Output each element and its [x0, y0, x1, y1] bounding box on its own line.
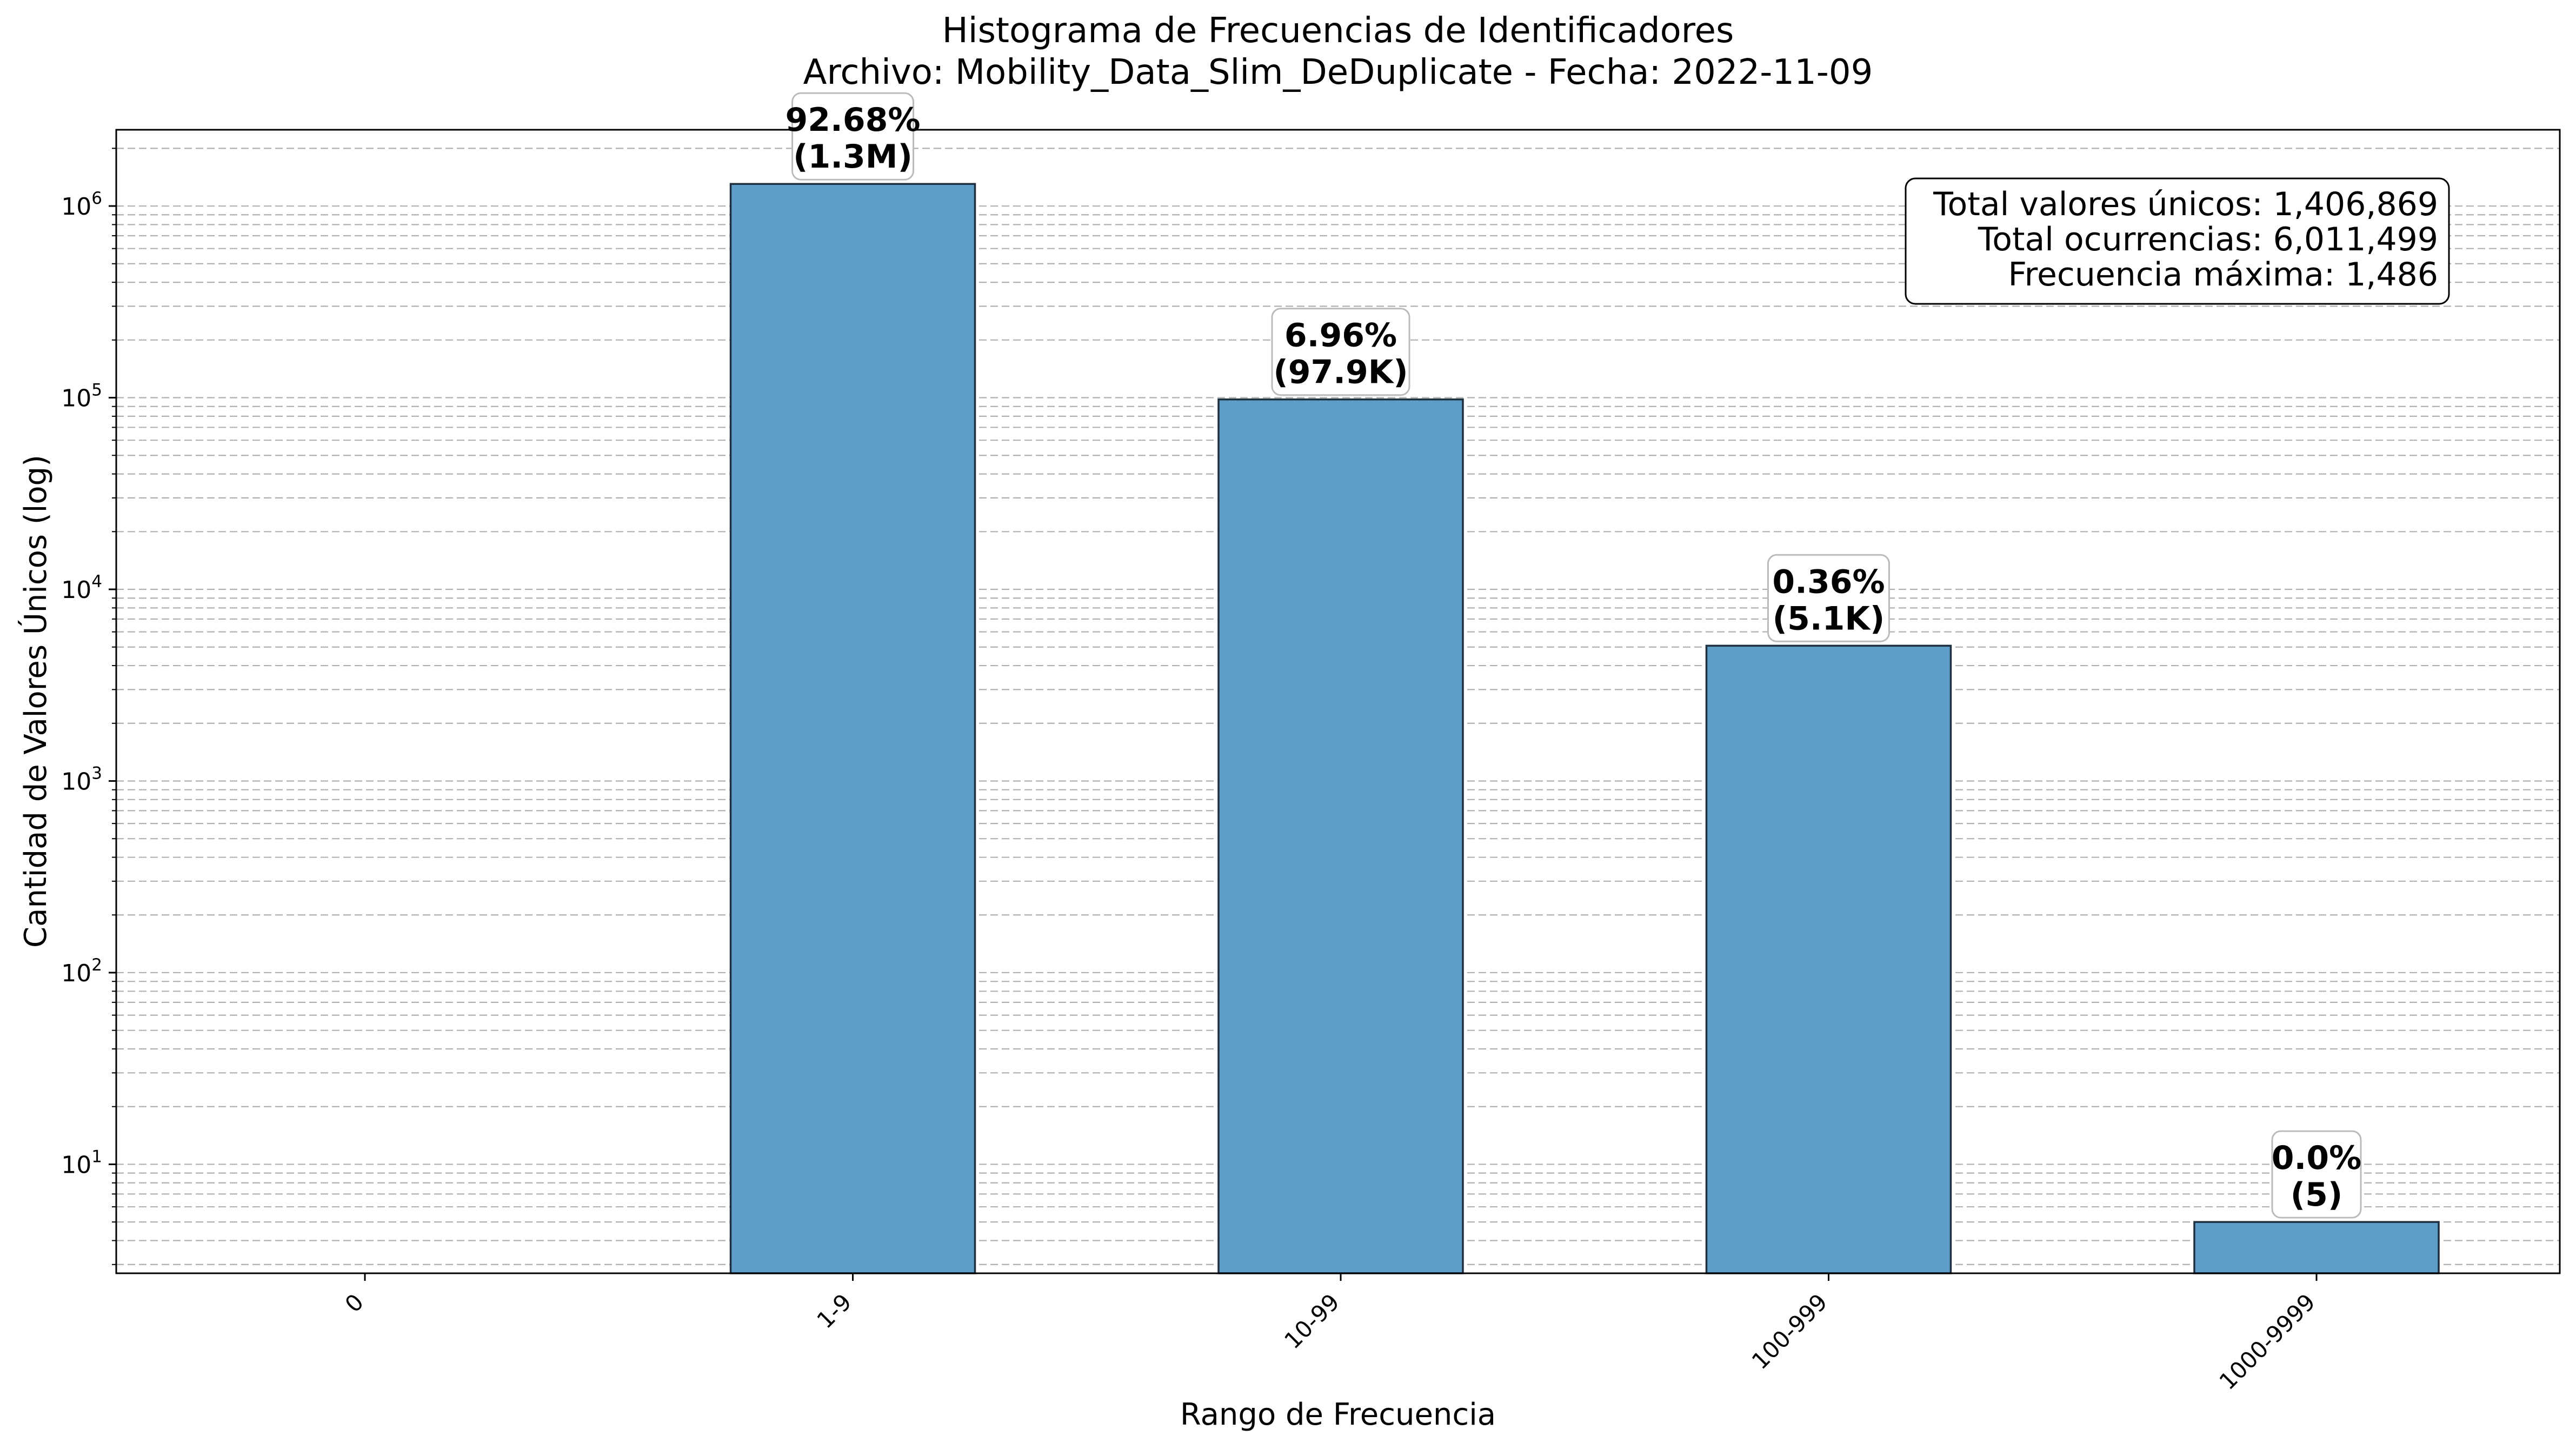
x-axis-label: Rango de Frecuencia — [1180, 1397, 1496, 1432]
bar-1000-9999 — [2193, 1221, 2440, 1274]
bar-labels: 92.68%(1.3M) 6.96%(97.9K) 0.36%(5.1K) 0.0%(… — [786, 92, 2362, 1219]
y-tick-label: 103 — [61, 763, 102, 795]
bar-label-count: (5) — [2291, 1176, 2343, 1214]
bar-label-box — [2271, 1130, 2362, 1219]
chart-subtitle: Archivo: Mobility_Data_Slim_DeDuplicate … — [803, 52, 1873, 92]
bar-label-count: (97.9K) — [1273, 354, 1408, 391]
bar-label-percent: 92.68% — [786, 101, 921, 139]
bar-label-percent: 0.36% — [1772, 563, 1885, 601]
bar-label-box — [1767, 554, 1890, 642]
stats-box-frame — [1905, 177, 2450, 305]
bars — [729, 183, 2440, 1274]
y-tick-label: 102 — [61, 955, 102, 987]
bar-1-9 — [729, 183, 976, 1274]
bar-label-count: (5.1K) — [1773, 600, 1885, 637]
x-tick-label: 10-99 — [1279, 1288, 1344, 1354]
stats-total-occurrences: Total ocurrencias: 6,011,499 — [1978, 221, 2438, 258]
chart-title: Histograma de Frecuencias de Identificad… — [942, 11, 1734, 51]
bar-label-percent: 6.96% — [1284, 317, 1397, 355]
x-axis-ticks: 0 1-9 10-99 100-999 1000-9999 — [340, 1273, 2321, 1395]
y-tick-label: 104 — [61, 572, 102, 604]
x-tick-label: 0 — [340, 1288, 369, 1318]
bar-label-box — [1271, 308, 1410, 396]
bar-label-box — [791, 92, 914, 181]
bar-label-percent: 0.0% — [2272, 1139, 2361, 1177]
x-tick-label: 1-9 — [811, 1288, 856, 1333]
y-tick-label: 101 — [61, 1147, 102, 1179]
y-axis-label: Cantidad de Valores Únicos (log) — [18, 455, 54, 948]
y-tick-label: 106 — [61, 189, 102, 221]
y-tick-label: 105 — [61, 381, 102, 413]
stats-max-frequency: Frecuencia máxima: 1,486 — [2008, 256, 2438, 294]
stats-total-unique: Total valores únicos: 1,406,869 — [1933, 185, 2438, 223]
x-tick-label: 100-999 — [1747, 1288, 1833, 1374]
plot-frame — [115, 129, 2561, 1274]
bar-label-count: (1.3M) — [793, 138, 913, 176]
y-axis-ticks: 101 102 103 104 105 106 — [61, 148, 116, 1265]
bar-10-99 — [1217, 398, 1464, 1274]
x-tick-label: 1000-9999 — [2214, 1288, 2321, 1395]
stats-box: Total valores únicos: 1,406,869 Total oc… — [1905, 177, 2450, 305]
bar-100-999 — [1705, 644, 1952, 1274]
